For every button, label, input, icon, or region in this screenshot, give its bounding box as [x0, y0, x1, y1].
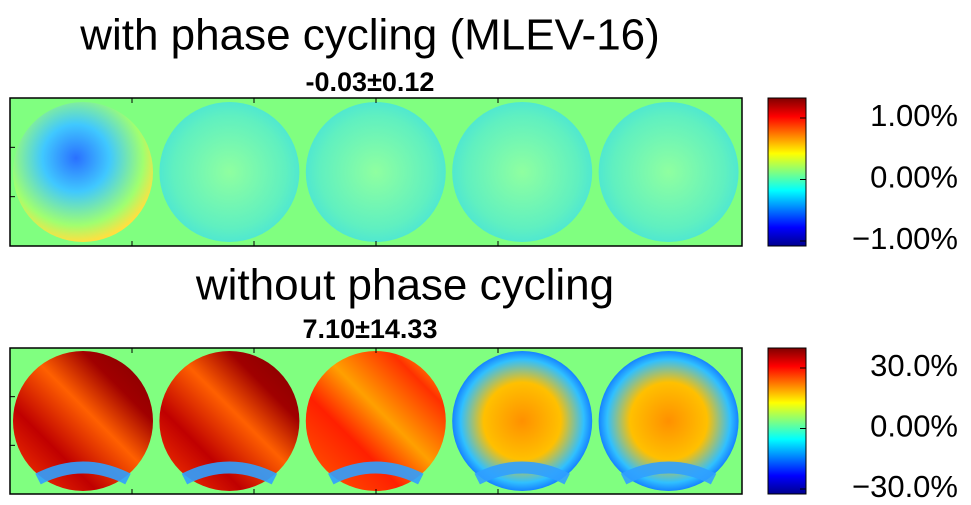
map-slice: [305, 102, 446, 242]
colorbar-tick-label: 1.00%: [870, 98, 958, 133]
map-slice: [159, 102, 300, 242]
map-slice: [305, 351, 446, 491]
map-feature: [474, 461, 570, 485]
colorbar-tick-label: −1.00%: [852, 221, 958, 256]
panel-stats: -0.03±0.12: [306, 67, 435, 97]
colorbar-tick-label: 0.00%: [870, 409, 958, 444]
map-feature: [181, 461, 278, 485]
panel-stats: 7.10±14.33: [303, 314, 438, 344]
map-slice: [452, 351, 593, 491]
map-slice: [13, 351, 153, 491]
colorbar-tick-label: −30.0%: [852, 469, 958, 504]
map-feature: [35, 461, 131, 485]
map-slice: [159, 351, 300, 491]
map-slice: [13, 102, 153, 242]
colorbar-tick-label: 0.00%: [870, 160, 958, 195]
map-slice: [452, 102, 593, 242]
map-feature: [620, 461, 717, 485]
map-slice: [598, 102, 739, 242]
colorbar: [767, 97, 807, 247]
map-slice: [598, 351, 739, 491]
colorbar: [767, 347, 807, 495]
panel-title: with phase cycling (MLEV-16): [79, 11, 660, 60]
panel-title: without phase cycling: [195, 261, 614, 310]
map-feature: [328, 461, 424, 485]
colorbar-tick-label: 30.0%: [870, 348, 958, 383]
